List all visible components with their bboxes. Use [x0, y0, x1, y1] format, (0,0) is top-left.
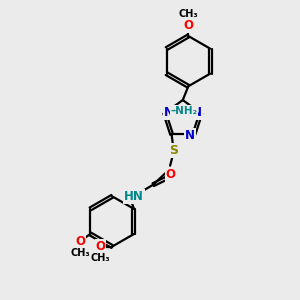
- Text: S: S: [169, 144, 178, 157]
- Text: N: N: [164, 106, 174, 119]
- Text: –NH₂: –NH₂: [170, 106, 197, 116]
- Text: HN: HN: [124, 190, 144, 203]
- Text: O: O: [166, 168, 176, 181]
- Text: O: O: [95, 240, 106, 253]
- Text: CH₃: CH₃: [70, 248, 90, 258]
- Text: O: O: [76, 235, 85, 248]
- Text: CH₃: CH₃: [90, 253, 110, 263]
- Text: N: N: [185, 128, 195, 142]
- Text: N: N: [192, 106, 202, 119]
- Text: CH₃: CH₃: [178, 9, 198, 19]
- Text: O: O: [183, 19, 193, 32]
